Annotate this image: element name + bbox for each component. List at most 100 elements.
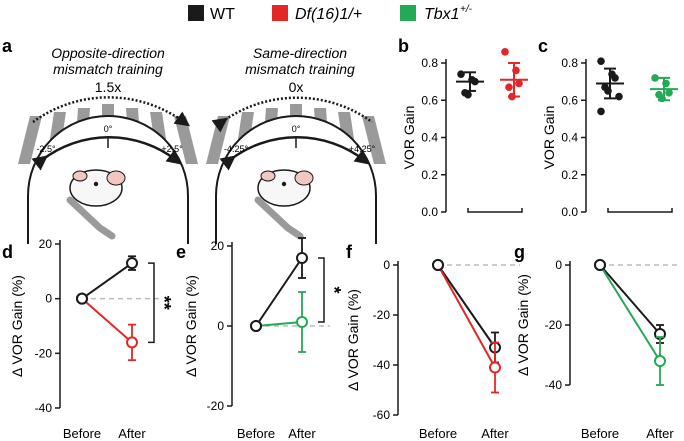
head-rotation-arrow [219,136,370,171]
data-point [658,94,666,103]
significance-label: * [324,286,344,293]
significance-bracket [318,257,325,323]
y-tick-label: 20 [211,239,225,253]
data-point [296,316,308,328]
diagram-title-line1-same: Same-direction [253,45,347,61]
x-tick-label: After [646,426,674,441]
series-line [81,297,133,344]
y-axis-label: VOR Gain [541,106,557,170]
y-tick-label: -20 [545,318,563,332]
series-wt [456,70,484,99]
data-point [457,70,465,78]
data-point [508,92,516,101]
angle-label-center: 0° [104,124,113,134]
significance-bracket [148,262,155,344]
series-df-16-1- [500,48,528,101]
series-wt [596,57,624,116]
y-tick-label: 0.2 [421,168,438,182]
series-df-16-1- [432,259,501,394]
panel-letter-e: e [176,242,186,262]
y-tick-label: 20 [39,237,53,251]
x-tick-label: Before [419,426,457,441]
data-point [651,74,659,82]
y-tick-label: -40 [35,401,53,415]
stimulus-motion-arrow [211,96,373,133]
legend: WT Df(16)1/+ Tbx1 +/- [188,4,473,23]
series-line [255,321,303,327]
diagram-title-line2-same: mismatch training [245,61,355,77]
x-tick-label: Before [63,426,101,441]
angle-label-right: +4.25° [349,144,376,154]
diagram-gain-same: 0x [289,79,304,95]
data-panels: b 0.0 0.2 0.4 0.6 0.8 VOR Gain c 0.0 0.2 0.4 0.6 0.8… [2,36,680,441]
y-axis-label: VOR Gain [401,106,417,170]
stimulus-stripe [18,116,42,164]
x-tick-label: After [118,426,146,441]
y-tick-label: -20 [35,346,53,360]
legend-swatch-df [272,5,288,21]
series-line [599,264,661,362]
chart-panel-e: e 20 0 -20 Δ VOR Gain (%) Before After * [176,237,344,441]
panel-letter-d: d [2,242,13,262]
y-tick-label: 0.6 [561,93,578,107]
data-point [615,92,623,101]
significance-label: ** [154,296,174,310]
data-point [515,79,523,88]
data-point [126,257,138,270]
data-point [597,57,605,65]
x-tick-label: Before [237,426,275,441]
angle-label-right: +2.5° [161,144,183,154]
y-tick-label: 0.4 [561,131,578,145]
y-tick-label: 0 [45,292,52,306]
stimulus-stripe [174,116,198,164]
y-tick-label: -60 [373,408,391,422]
series-line [255,257,303,327]
x-tick-label: Before [581,426,619,441]
x-tick-label: After [481,426,509,441]
panel-letter-c: c [538,36,548,56]
legend-label-tbx: Tbx1 [424,6,460,23]
data-point [604,87,612,95]
y-tick-label: -40 [545,378,563,392]
legend-item-wt: WT [188,5,235,23]
data-point [597,107,605,116]
legend-label-tbx-superscript: +/- [460,4,473,15]
data-point [76,292,88,305]
legend-label-df: Df(16)1/+ [295,6,362,23]
mouse-illustration [66,169,126,240]
series-line [81,262,133,300]
panel-letter-b: b [398,36,409,56]
y-axis-label: Δ VOR Gain (%) [9,275,25,377]
legend-label-wt: WT [210,6,235,23]
head-rotation-arrow [31,136,182,171]
chart-panel-d: d 20 0 -20 -40 Δ VOR Gain (%) Before After ** [2,237,174,441]
series-tbx1- [650,74,678,103]
data-point [505,83,513,92]
panel-letter-f: f [346,242,353,262]
series-tbx1- [594,259,666,386]
panel-letter-a: a [2,36,13,56]
mouse-illustration [254,169,314,240]
data-point [611,74,619,82]
angle-label-left: -2.5° [36,144,56,154]
series-wt [250,237,308,332]
diagram-title-line2-opposite: mismatch training [53,61,163,77]
y-tick-label: -20 [207,399,225,413]
data-point [489,361,501,374]
training-diagram-same: Same-direction mismatch training 0x -4.2… [206,45,386,244]
y-tick-label: 0.0 [421,205,438,219]
chart-panel-g: g 0 -20 -40 Δ VOR Gain (%) Before After [514,242,680,441]
y-tick-label: 0.0 [561,205,578,219]
y-tick-label: 0 [555,258,562,272]
panel-a: a Opposite-direction mismatch training 1… [2,36,386,244]
legend-swatch-tbx [400,5,416,21]
y-tick-label: -20 [373,308,391,322]
data-point [126,336,138,349]
legend-item-tbx: Tbx1 +/- [400,4,473,23]
y-tick-label: 0.8 [421,56,438,70]
legend-swatch-wt [188,5,204,21]
data-point [665,89,673,97]
stimulus-stripe [362,116,386,164]
data-point [512,66,520,75]
data-point [662,79,670,88]
